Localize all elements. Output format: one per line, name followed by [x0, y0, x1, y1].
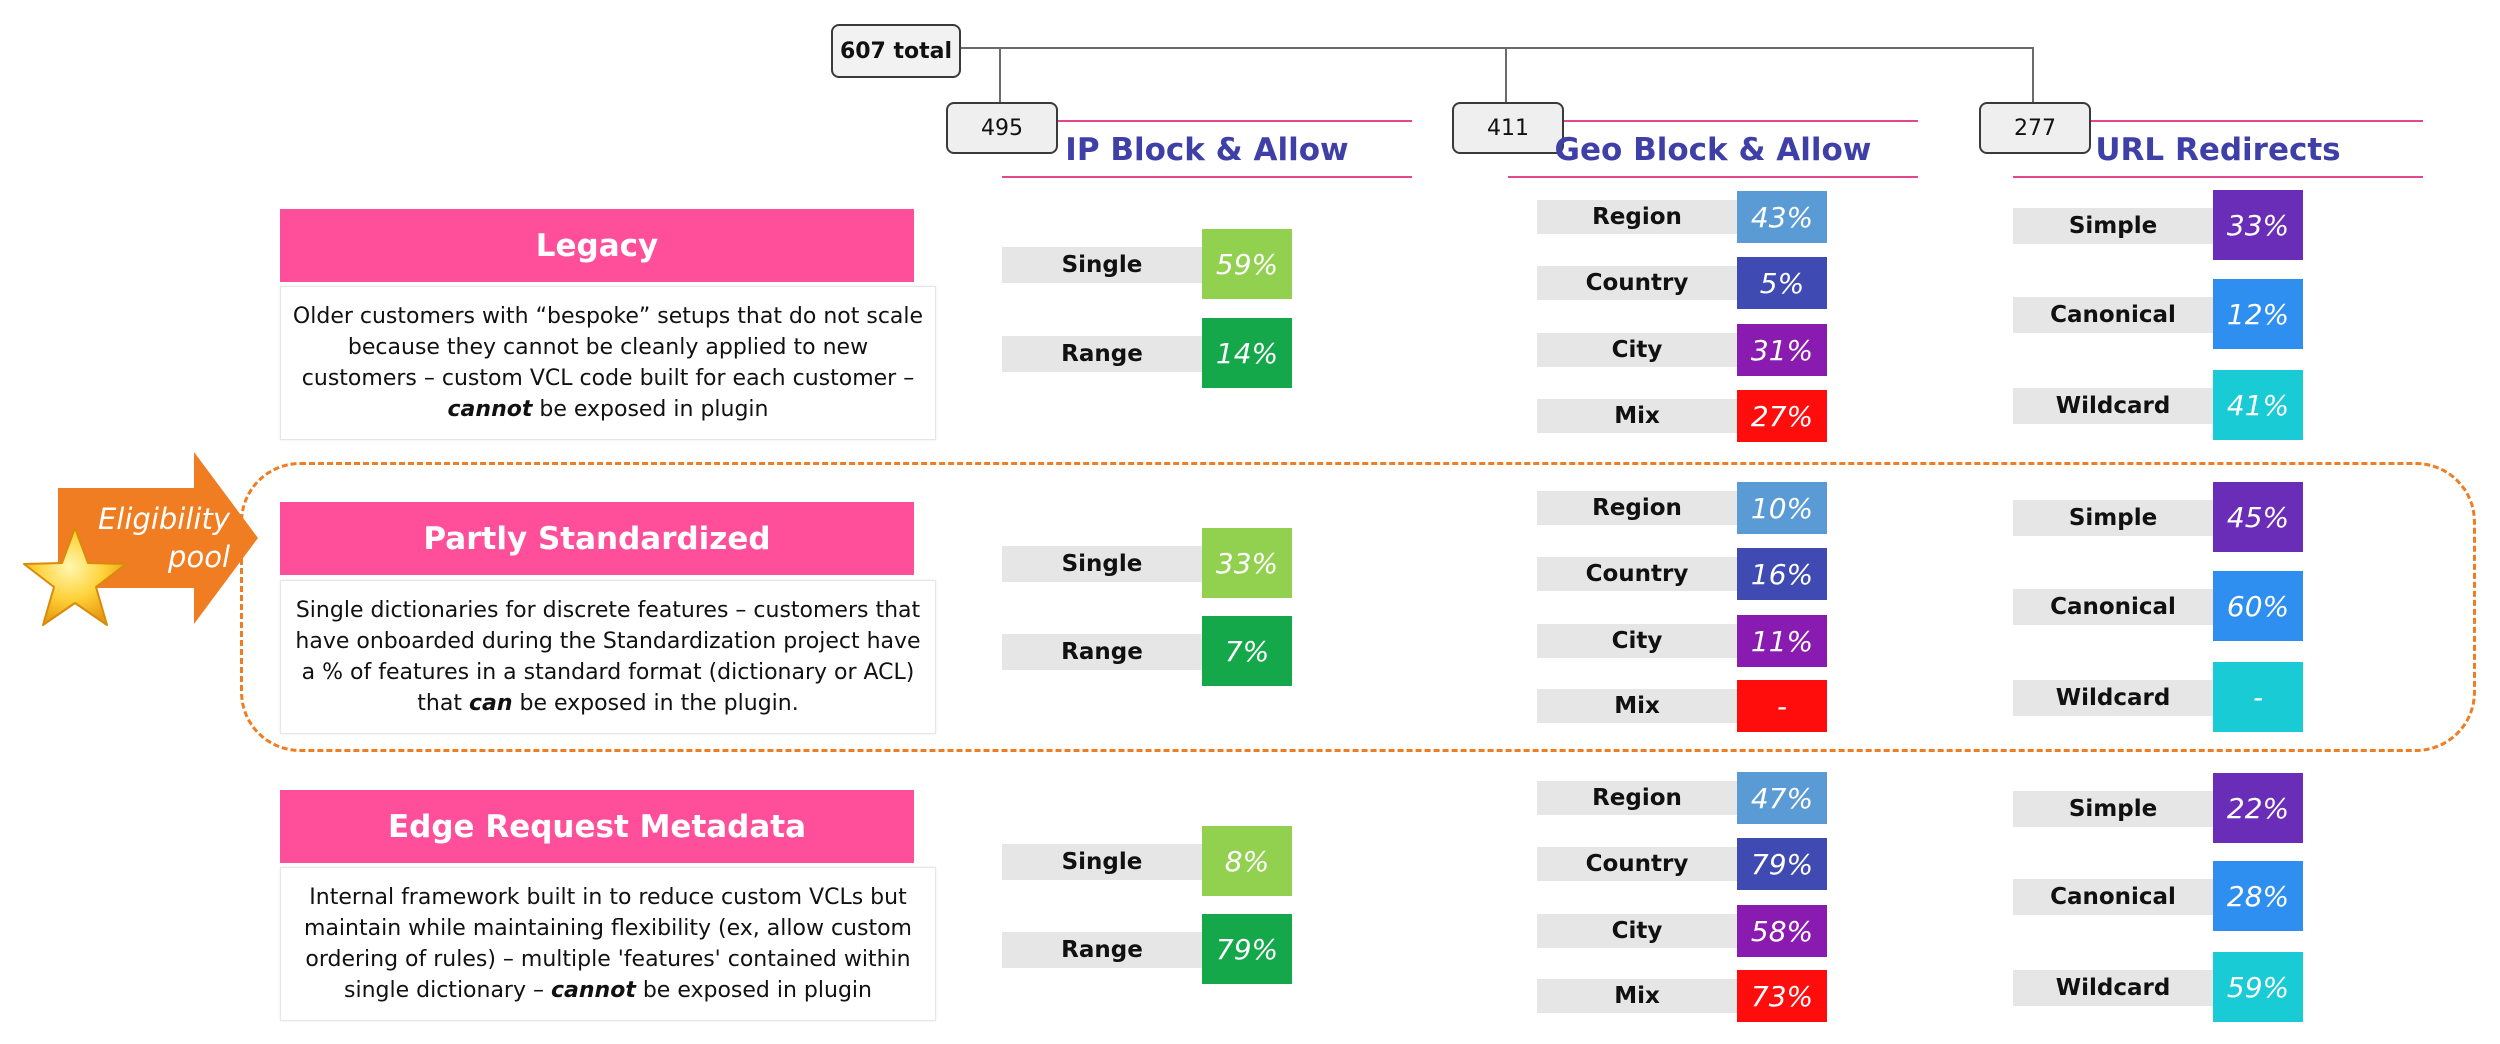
row-partly-standardized-header: Partly Standardized [280, 502, 914, 575]
eligibility-arrow [58, 452, 258, 624]
url-column-bottom-line [2013, 176, 2423, 178]
eligibility-label: Eligibility pool [80, 500, 230, 576]
url-count-box: 277 [1979, 102, 2091, 154]
geo-column-title: Geo Block & Allow [1554, 132, 1872, 168]
row-legacy-header: Legacy [280, 209, 914, 282]
eligibility-label-line2: pool [168, 540, 230, 574]
row-edge-request-metadata-header: Edge Request Metadata [280, 790, 914, 863]
geo-column-bottom-line [1508, 176, 1918, 178]
geo-count-box: 411 [1452, 102, 1564, 154]
eligibility-label-line1: Eligibility [97, 502, 230, 536]
ip-column-bottom-line [1002, 176, 1412, 178]
total-count-box: 607 total [831, 24, 961, 78]
geo-column-top-line [1556, 120, 1918, 122]
ip-column-top-line [1050, 120, 1412, 122]
star-icon [23, 527, 127, 626]
total-count: 607 total [839, 38, 953, 64]
row-legacy-description: Older customers with “bespoke” setups th… [280, 286, 936, 440]
ip-count-box: 495 [946, 102, 1058, 154]
ip-count: 495 [981, 115, 1023, 141]
geo-count: 411 [1487, 115, 1529, 141]
row-edge-request-metadata-description: Internal framework built in to reduce cu… [280, 867, 936, 1021]
eligibility-pool-outline [240, 462, 2476, 752]
url-column-top-line [2083, 120, 2423, 122]
row-partly-standardized-description: Single dictionaries for discrete feature… [280, 580, 936, 734]
url-count: 277 [2014, 115, 2056, 141]
url-column-title: URL Redirects [2095, 132, 2341, 168]
ip-column-title: IP Block & Allow [1065, 132, 1349, 168]
